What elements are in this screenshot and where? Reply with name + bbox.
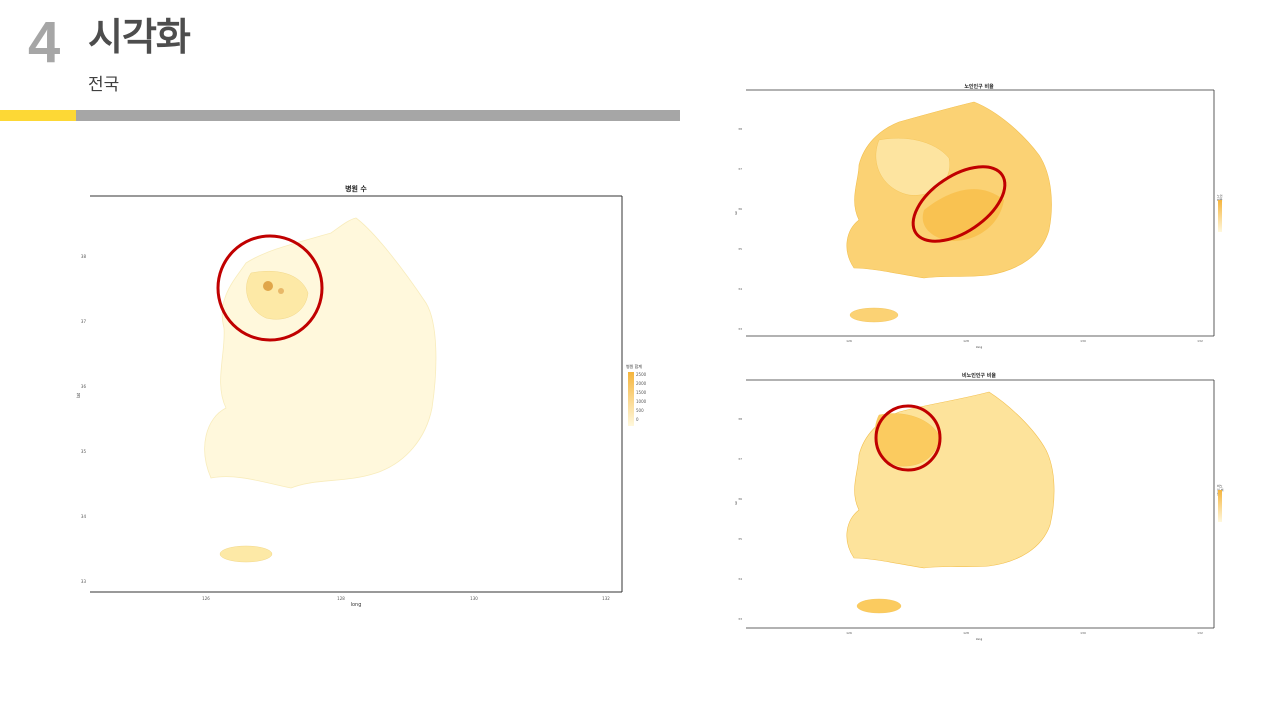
highlight-circle: [874, 404, 942, 472]
y-axis-label: lat: [734, 210, 738, 215]
x-tick-label: 128: [963, 631, 969, 635]
legend: 병원 합계: [626, 364, 646, 370]
page-subtitle: 전국: [88, 75, 120, 95]
y-tick-label: 38: [81, 254, 87, 259]
korea-mainland: [846, 101, 1052, 279]
y-axis-label: lat: [734, 500, 738, 505]
y-tick-label: 35: [738, 537, 742, 541]
map-title: 노인인구 비율: [964, 83, 994, 90]
jeju-island: [856, 598, 902, 614]
section-number: 4: [28, 10, 61, 75]
y-tick-label: 34: [81, 514, 87, 519]
x-tick-label: 128: [337, 596, 345, 601]
y-tick-label: 33: [81, 579, 87, 584]
legend-colorbar: [1218, 490, 1222, 522]
y-tick-label: 33: [738, 617, 742, 621]
y-tick-label: 36: [738, 497, 742, 501]
map-elderly-ratio: 노인인구 비율 38 37 36 35 34 33 lat 126 128 13…: [734, 80, 1224, 355]
seoul-cluster: [263, 281, 273, 291]
map-title: 병원 수: [345, 184, 367, 193]
page-title: 시각화: [88, 15, 191, 59]
y-tick-label: 35: [738, 247, 742, 251]
y-tick-label: 34: [738, 577, 742, 581]
y-axis-label: lat: [76, 392, 81, 398]
title-underline-bar: [76, 110, 680, 121]
x-tick-label: 130: [470, 596, 478, 601]
x-axis-label: long: [351, 602, 362, 608]
x-tick-label: 126: [846, 631, 852, 635]
highlight-circle: [216, 234, 324, 342]
y-tick-label: 37: [81, 319, 87, 324]
capital-region: [246, 270, 309, 320]
map-title: 비노인인구 비율: [962, 372, 996, 379]
y-tick-label: 37: [738, 457, 742, 461]
capital-region: [875, 137, 950, 196]
x-tick-label: 128: [963, 339, 969, 343]
y-tick-label: 36: [738, 207, 742, 211]
x-axis-label: long: [976, 637, 983, 641]
x-tick-label: 126: [202, 596, 210, 601]
x-tick-label: 132: [602, 596, 610, 601]
central-inland-region: [922, 189, 1004, 241]
y-tick-label: 35: [81, 449, 87, 454]
jeju-island: [849, 307, 899, 323]
highlight-circle: [911, 165, 1007, 243]
legend-colorbar: [628, 372, 634, 426]
x-axis-label: long: [976, 345, 983, 349]
jeju-island: [219, 545, 273, 563]
map-non-elderly-ratio: 비노인인구 비율 38 37 36 35 34 33 lat 126 128 1…: [734, 370, 1224, 645]
y-tick-label: 38: [738, 127, 742, 131]
title-underline-accent: [0, 110, 76, 121]
legend-colorbar: [1218, 200, 1222, 232]
x-tick-label: 130: [1080, 631, 1086, 635]
legend-values: 2500 2000 1500 1000 500 0: [636, 372, 647, 422]
y-tick-label: 36: [81, 384, 87, 389]
x-tick-label: 126: [846, 339, 852, 343]
x-tick-label: 132: [1197, 631, 1203, 635]
x-tick-label: 132: [1197, 339, 1203, 343]
map-hospitals-chart: 병원 수 38 37 36 35 34 33 lat 126 128 130 1…: [76, 184, 623, 608]
map-elderly-chart: 노인인구 비율 38 37 36 35 34 33 lat 126 128 13…: [734, 83, 1215, 349]
y-tick-label: 37: [738, 167, 742, 171]
map-non-elderly-chart: 비노인인구 비율 38 37 36 35 34 33 lat 126 128 1…: [734, 372, 1215, 641]
x-tick-label: 130: [1080, 339, 1086, 343]
gyeonggi-cluster: [278, 288, 284, 294]
y-tick-label: 34: [738, 287, 742, 291]
y-tick-label: 33: [738, 327, 742, 331]
y-tick-label: 38: [738, 417, 742, 421]
legend-title: 병원 합계: [626, 364, 642, 369]
map-hospitals: 병원 수 38 37 36 35 34 33 lat 126 128 130 1…: [76, 178, 646, 618]
